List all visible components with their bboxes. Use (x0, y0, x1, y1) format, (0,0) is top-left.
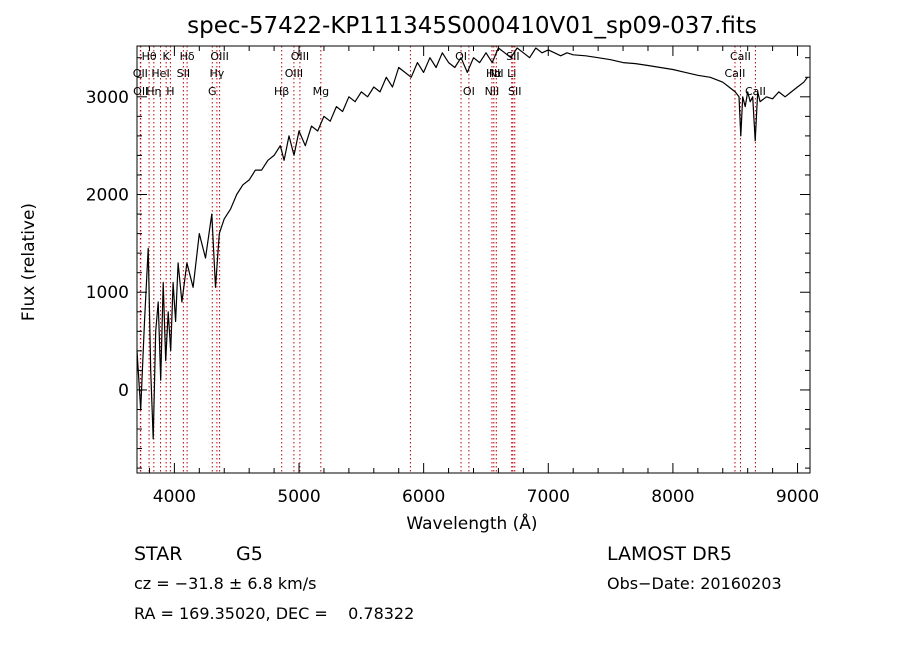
line-label-0: Hθ (142, 50, 157, 63)
line-label-8: Hδ (180, 50, 195, 63)
line-label-24: SII (508, 85, 521, 98)
y-tick-label: 0 (118, 381, 129, 401)
line-label-4: HeI (151, 67, 169, 80)
line-label-19: NII (485, 85, 500, 98)
x-axis-ticks: 4000 5000 6000 7000 8000 9000 (148, 46, 819, 507)
object-class: STAR (134, 543, 182, 565)
line-label-6: H (166, 85, 174, 98)
line-label-3: OII (133, 85, 148, 98)
line-label-20: Hα (486, 67, 502, 80)
line-label-2: Hη (146, 85, 161, 98)
spectral-line-labels: HθOIIHηOIIHeIKHSIIHδGHγOIIIHβOIIIOIIIMgO… (133, 50, 766, 98)
line-label-25: CaII (725, 67, 746, 80)
survey-name: LAMOST DR5 (607, 543, 732, 565)
y-tick-label: 1000 (86, 283, 129, 303)
obs-date-text: Obs−Date: 20160203 (607, 574, 782, 593)
x-axis-label: Wavelength (Å) (406, 512, 537, 534)
x-tick-label: 5000 (277, 487, 320, 507)
line-label-11: OIII (210, 50, 228, 63)
line-label-22: Li (507, 67, 516, 80)
line-label-17: OI (455, 50, 467, 63)
coordinates-text: RA = 169.35020, DEC = 0.78322 (134, 604, 414, 623)
x-tick-label: 4000 (153, 487, 196, 507)
y-axis-label: Flux (relative) (19, 203, 39, 321)
line-label-9: G (208, 85, 217, 98)
line-label-13: OIII (285, 67, 303, 80)
y-tick-label: 3000 (86, 88, 129, 108)
redshift-text: cz = −31.8 ± 6.8 km/s (134, 574, 317, 593)
spectral-line-markers (139, 46, 756, 473)
line-label-5: K (163, 50, 171, 63)
object-subclass: G5 (236, 543, 263, 565)
y-axis-ticks: 0 1000 2000 3000 (86, 57, 810, 469)
x-tick-label: 6000 (402, 487, 445, 507)
line-label-12: Hβ (274, 85, 289, 98)
line-label-26: CaII (730, 50, 751, 63)
line-label-1: OII (133, 67, 148, 80)
line-label-18: OI (463, 85, 475, 98)
x-tick-label: 7000 (527, 487, 570, 507)
line-label-21: NII (489, 67, 504, 80)
spectrum-series-line (136, 47, 808, 440)
line-label-7: SII (177, 67, 190, 80)
line-label-15: Mg (313, 85, 329, 98)
chart-title: spec-57422-KP111345S000410V01_sp09-037.f… (187, 13, 757, 39)
y-tick-label: 2000 (86, 186, 129, 206)
line-label-14: OIII (291, 50, 309, 63)
line-label-10: Hγ (209, 67, 224, 80)
plot-frame (136, 45, 811, 474)
line-label-23: SII (506, 50, 519, 63)
x-tick-label: 8000 (651, 487, 694, 507)
x-tick-label: 9000 (776, 487, 819, 507)
line-label-27: CaII (745, 85, 766, 98)
